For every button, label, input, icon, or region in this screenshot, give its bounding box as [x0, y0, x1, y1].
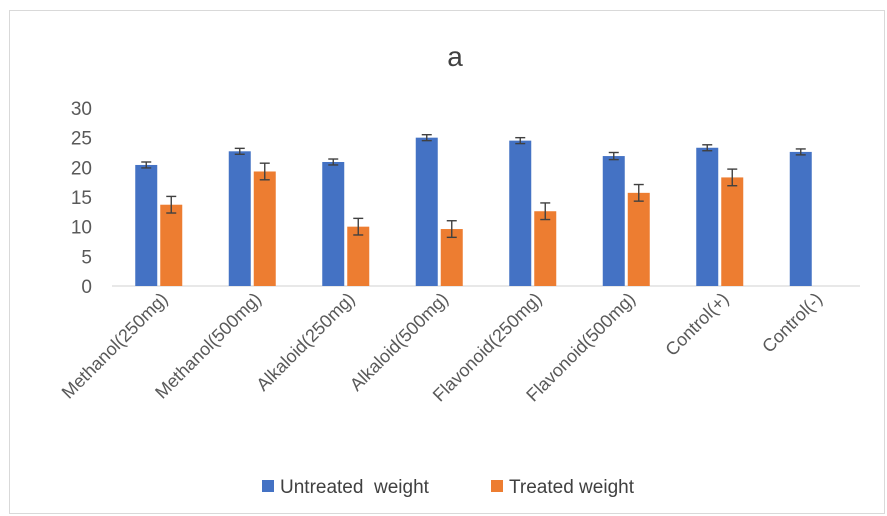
error-bar [141, 161, 152, 169]
y-axis: 0 5 10 15 20 25 30 [71, 99, 92, 298]
bar-untreated [322, 161, 345, 286]
y-tick-label: 15 [71, 188, 92, 209]
bar-treated [160, 204, 183, 286]
y-tick-label: 10 [71, 218, 92, 239]
x-axis-labels: Methanol(250mg)Methanol(500mg)Alkaloid(2… [58, 289, 826, 406]
error-bar [166, 195, 177, 214]
y-tick-label: 20 [71, 158, 92, 179]
error-bar [795, 148, 806, 156]
bar-series-group [135, 133, 812, 286]
x-tick-label: Alkaloid(500mg) [346, 289, 452, 395]
bar-treated [347, 226, 370, 286]
bar-untreated [509, 140, 532, 286]
bar-untreated [602, 156, 625, 286]
bar-treated [440, 229, 463, 286]
error-bar [633, 183, 644, 202]
bar-treated [627, 192, 650, 286]
error-bar [234, 147, 245, 155]
y-tick-label: 25 [71, 129, 92, 150]
error-bar [702, 144, 713, 152]
bar-treated [534, 211, 557, 286]
legend-label-treated: Treated weight [509, 477, 635, 498]
bar-untreated [228, 151, 251, 286]
error-bar [446, 220, 457, 239]
error-bar [608, 151, 619, 161]
x-tick-label: Control(+) [661, 289, 732, 360]
legend: Untreated weight Treated weight [262, 477, 635, 498]
error-bar [421, 133, 432, 142]
bar-untreated [135, 164, 158, 286]
error-bar [515, 136, 526, 145]
y-tick-label: 0 [81, 277, 92, 298]
y-tick-label: 30 [71, 99, 92, 120]
error-bar [353, 217, 364, 236]
error-bar [727, 168, 738, 187]
error-bar [328, 158, 339, 166]
error-bar [259, 162, 270, 181]
x-tick-label: Alkaloid(250mg) [252, 289, 358, 395]
legend-swatch-treated [491, 480, 503, 492]
bar-treated [721, 177, 744, 286]
error-bar [540, 202, 551, 221]
bar-untreated [415, 137, 438, 286]
bar-untreated [696, 147, 719, 286]
legend-label-untreated: Untreated weight [280, 477, 430, 498]
chart-title: a [447, 41, 463, 72]
bar-untreated [789, 151, 812, 286]
y-tick-label: 5 [81, 247, 92, 268]
x-tick-label: Control(-) [758, 289, 826, 357]
bar-treated [253, 171, 276, 286]
legend-swatch-untreated [262, 480, 274, 492]
